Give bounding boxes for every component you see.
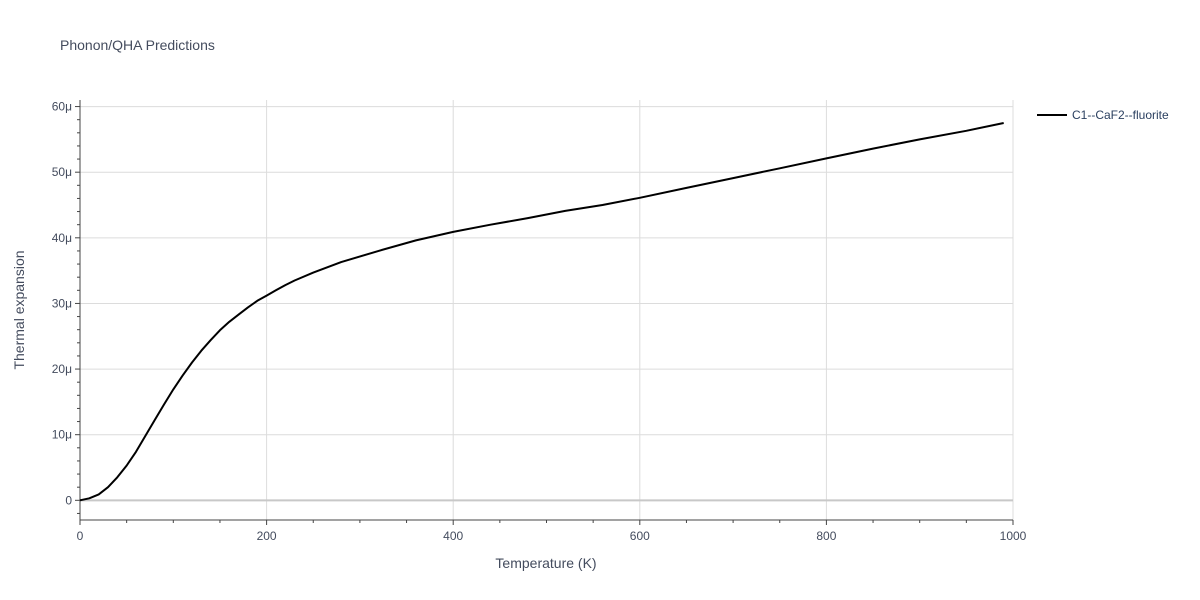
y-tick-label: 20μ <box>52 362 72 376</box>
x-tick-label: 600 <box>630 529 650 543</box>
series-line[interactable] <box>79 122 1004 502</box>
axes: 0 200 400 600 800 1000 0 10μ 20μ 30μ 40μ 50μ 60μ <box>52 100 1027 543</box>
x-tick-label: 200 <box>257 529 277 543</box>
y-tick-label: 50μ <box>52 165 72 179</box>
series-layer <box>79 122 1004 502</box>
chart-title: Phonon/QHA Predictions <box>60 37 215 53</box>
grid <box>80 100 1014 520</box>
y-tick-label: 10μ <box>52 428 72 442</box>
y-tick-label: 60μ <box>52 100 72 114</box>
x-tick-label: 0 <box>77 529 84 543</box>
y-tick-label: 40μ <box>52 231 72 245</box>
x-tick-label: 1000 <box>1000 529 1027 543</box>
y-axis-title: Thermal expansion <box>11 250 27 369</box>
x-axis-title: Temperature (K) <box>495 555 596 571</box>
x-tick-label: 800 <box>816 529 836 543</box>
legend-label: C1--CaF2--fluorite <box>1072 108 1169 122</box>
x-tick-label: 400 <box>443 529 463 543</box>
legend[interactable]: C1--CaF2--fluorite <box>1037 108 1169 122</box>
y-tick-label: 0 <box>65 493 72 507</box>
y-tick-label: 30μ <box>52 296 72 310</box>
